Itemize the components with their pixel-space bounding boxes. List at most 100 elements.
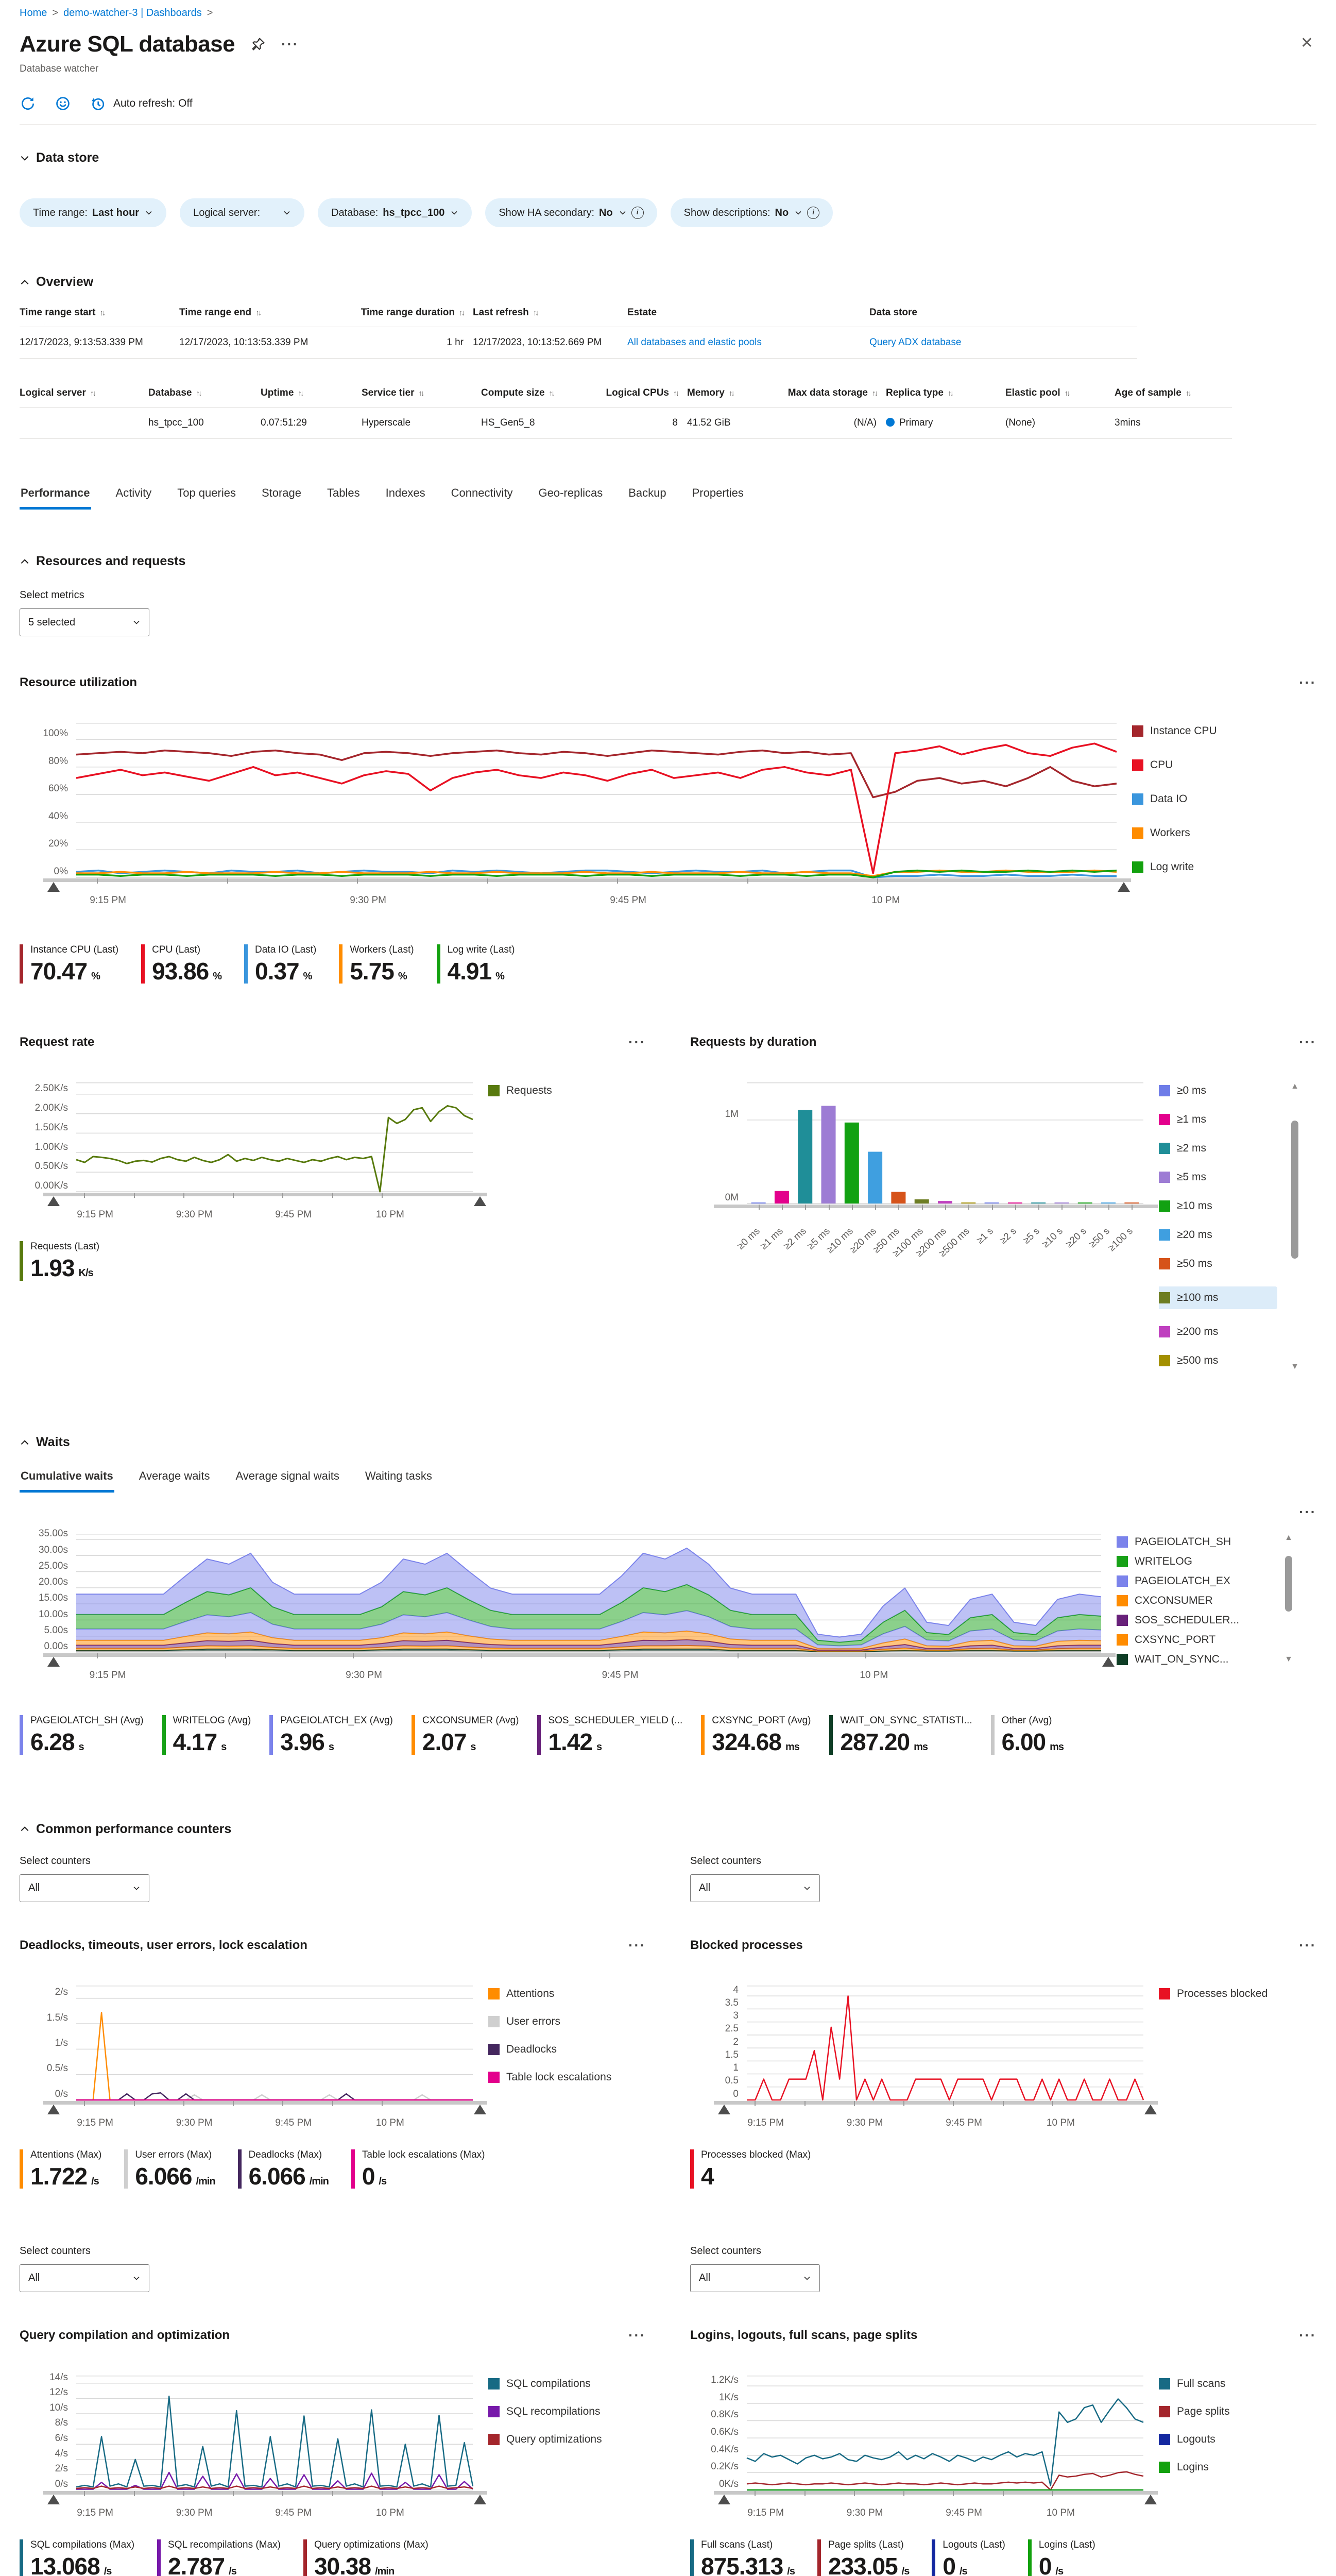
column-header-time-range-duration[interactable]: Time range duration ↑↓ — [334, 299, 473, 327]
title-more-options-icon[interactable]: ··· — [281, 36, 299, 52]
tab-performance[interactable]: Performance — [20, 482, 91, 510]
column-header-elastic-pool[interactable]: Elastic pool ↑↓ — [1005, 379, 1115, 408]
legend-item-sql-compilations[interactable]: SQL compilations — [488, 2378, 632, 2390]
tab-waiting-tasks[interactable]: Waiting tasks — [365, 1469, 432, 1483]
chart-plot[interactable]: 0M 1M ≥0 ms ≥1 ms ≥2 ms ≥5 ms ≥10 ms ≥20 ms ≥50 … — [714, 1082, 1158, 1259]
select-counters-dropdown-4[interactable]: All — [690, 2264, 820, 2292]
legend-item-workers[interactable]: Workers — [1132, 827, 1302, 839]
time-range-slider-left[interactable] — [47, 2104, 60, 2114]
legend-item-user-errors[interactable]: User errors — [488, 2015, 632, 2028]
legend-item-cpu[interactable]: CPU — [1132, 759, 1302, 771]
chart-plot[interactable]: 0 0.5 1 1.5 2 2.5 3 3.5 4 9:15 PM 9:30 PM 9:45 PM 10… — [714, 1985, 1158, 2128]
auto-refresh-clock-icon[interactable] — [90, 95, 106, 112]
legend-item-logouts[interactable]: Logouts — [1159, 2433, 1303, 2446]
column-header-time-range-end[interactable]: Time range end ↑↓ — [179, 299, 334, 327]
time-range-slider-right[interactable] — [1144, 2494, 1157, 2504]
legend-item-log-write[interactable]: Log write — [1132, 861, 1302, 873]
time-range-slider-right[interactable] — [474, 2104, 486, 2114]
legend-item-full-scans[interactable]: Full scans — [1159, 2378, 1303, 2390]
column-header-memory[interactable]: Memory ↑↓ — [687, 379, 774, 408]
legend-item--50-ms[interactable]: ≥50 ms — [1159, 1258, 1277, 1270]
chart-more-options-icon[interactable]: ··· — [1299, 2327, 1316, 2343]
legend-item-query-optimizations[interactable]: Query optimizations — [488, 2433, 632, 2446]
filter-logical-server[interactable]: Logical server: — [180, 198, 305, 227]
filter-show-descriptions[interactable]: Show descriptions: No i — [670, 198, 833, 227]
select-metrics-dropdown[interactable]: 5 selected — [20, 608, 149, 636]
select-counters-dropdown-2[interactable]: All — [690, 1874, 820, 1902]
filter-show-ha-secondary[interactable]: Show HA secondary: No i — [485, 198, 657, 227]
scroll-down-icon[interactable]: ▼ — [1291, 1362, 1299, 1371]
chart-plot[interactable]: 0/s 2/s 4/s 6/s 8/s 10/s 12/s 14/s 9:15 PM 9:30 P… — [43, 2372, 487, 2518]
tab-geo-replicas[interactable]: Geo-replicas — [538, 486, 603, 499]
time-range-slider-left[interactable] — [47, 1196, 60, 1207]
section-data-store[interactable]: Data store — [20, 150, 1316, 165]
legend-item--100-ms[interactable]: ≥100 ms — [1159, 1286, 1277, 1310]
tab-average-signal-waits[interactable]: Average signal waits — [235, 1469, 339, 1483]
time-range-slider-left[interactable] — [47, 2494, 60, 2504]
tab-indexes[interactable]: Indexes — [385, 486, 425, 499]
column-header-database[interactable]: Database ↑↓ — [148, 379, 261, 408]
column-header-logical-cpus[interactable]: Logical CPUs ↑↓ — [601, 379, 687, 408]
tab-storage[interactable]: Storage — [261, 486, 302, 499]
time-range-slider-left[interactable] — [47, 1657, 60, 1667]
time-range-slider-right[interactable] — [1102, 1657, 1115, 1667]
legend-item--0-ms[interactable]: ≥0 ms — [1159, 1084, 1277, 1097]
section-overview[interactable]: Overview — [20, 275, 1316, 290]
tab-tables[interactable]: Tables — [327, 486, 360, 499]
legend-item-deadlocks[interactable]: Deadlocks — [488, 2043, 632, 2056]
legend-item-cxconsumer[interactable]: CXCONSUMER — [1117, 1595, 1271, 1607]
tab-average-waits[interactable]: Average waits — [139, 1469, 210, 1483]
legend-item-table-lock-escalations[interactable]: Table lock escalations — [488, 2071, 632, 2083]
chart-more-options-icon[interactable]: ··· — [1299, 674, 1316, 690]
chart-more-options-icon[interactable]: ··· — [1299, 1034, 1316, 1050]
legend-item--500-ms[interactable]: ≥500 ms — [1159, 1354, 1277, 1367]
time-range-slider-right[interactable] — [1144, 2104, 1157, 2114]
close-icon[interactable]: ✕ — [1300, 35, 1313, 52]
feedback-smiley-icon[interactable] — [55, 95, 71, 112]
column-header-max-data-storage[interactable]: Max data storage ↑↓ — [774, 379, 886, 408]
legend-scrollbar[interactable]: ▲ ▼ — [1283, 1534, 1294, 1664]
chart-plot[interactable]: 0.00K/s 0.50K/s 1.00K/s 1.50K/s 2.00K/s 2.50K… — [35, 1082, 487, 1220]
scroll-up-icon[interactable]: ▲ — [1291, 1082, 1299, 1091]
legend-item--200-ms[interactable]: ≥200 ms — [1159, 1326, 1277, 1338]
legend-item-attentions[interactable]: Attentions — [488, 1988, 632, 2000]
legend-item--20-ms[interactable]: ≥20 ms — [1159, 1229, 1277, 1241]
legend-scrollbar[interactable]: ▲ ▼ — [1290, 1082, 1300, 1371]
scroll-up-icon[interactable]: ▲ — [1284, 1533, 1293, 1543]
breadcrumb-dashboards-link[interactable]: demo-watcher-3 | Dashboards — [63, 7, 202, 19]
time-range-slider-right[interactable] — [474, 2494, 486, 2504]
chart-plot[interactable]: 0K/s 0.2K/s 0.4K/s 0.6K/s 0.8K/s 1K/s 1.2K/s 9:… — [711, 2375, 1158, 2518]
legend-item-pageiolatch-sh[interactable]: PAGEIOLATCH_SH — [1117, 1536, 1271, 1548]
column-header-last-refresh[interactable]: Last refresh ↑↓ — [473, 299, 627, 327]
tab-top-queries[interactable]: Top queries — [177, 486, 236, 499]
legend-item--10-ms[interactable]: ≥10 ms — [1159, 1200, 1277, 1212]
chart-more-options-icon[interactable]: ··· — [628, 1937, 646, 1953]
legend-item-sql-recompilations[interactable]: SQL recompilations — [488, 2405, 632, 2418]
chart-plot[interactable]: 0/s 0.5/s 1/s 1.5/s 2/s 9:15 PM 9:30 PM 9:45 PM… — [43, 1985, 487, 2128]
legend-item-cxsync-port[interactable]: CXSYNC_PORT — [1117, 1634, 1271, 1646]
chart-more-options-icon[interactable]: ··· — [628, 2327, 646, 2343]
legend-item-instance-cpu[interactable]: Instance CPU — [1132, 725, 1302, 737]
time-range-slider-left[interactable] — [718, 2104, 730, 2114]
filter-database[interactable]: Database: hs_tpcc_100 — [318, 198, 472, 227]
link-data-store[interactable]: Query ADX database — [869, 337, 962, 348]
legend-item-writelog[interactable]: WRITELOG — [1117, 1555, 1271, 1568]
legend-item-requests[interactable]: Requests — [488, 1084, 617, 1097]
scroll-down-icon[interactable]: ▼ — [1284, 1655, 1293, 1664]
breadcrumb-home-link[interactable]: Home — [20, 7, 47, 19]
legend-item-data-io[interactable]: Data IO — [1132, 793, 1302, 805]
column-header-uptime[interactable]: Uptime ↑↓ — [261, 379, 362, 408]
legend-item-logins[interactable]: Logins — [1159, 2461, 1303, 2473]
section-waits[interactable]: Waits — [20, 1435, 1316, 1450]
chart-plot[interactable]: 0.00s 5.00s 10.00s 15.00s 20.00s 25.00s 30.00s… — [39, 1528, 1116, 1681]
column-header-service-tier[interactable]: Service tier ↑↓ — [362, 379, 481, 408]
legend-item-pageiolatch-ex[interactable]: PAGEIOLATCH_EX — [1117, 1575, 1271, 1587]
legend-item--2-ms[interactable]: ≥2 ms — [1159, 1142, 1277, 1155]
info-icon[interactable]: i — [807, 207, 820, 219]
time-range-slider-right[interactable] — [474, 1196, 486, 1207]
legend-item--1-ms[interactable]: ≥1 ms — [1159, 1113, 1277, 1126]
tab-backup[interactable]: Backup — [628, 486, 666, 499]
scroll-track[interactable] — [1285, 1545, 1292, 1652]
tab-activity[interactable]: Activity — [115, 486, 152, 499]
select-counters-dropdown-3[interactable]: All — [20, 2264, 149, 2292]
